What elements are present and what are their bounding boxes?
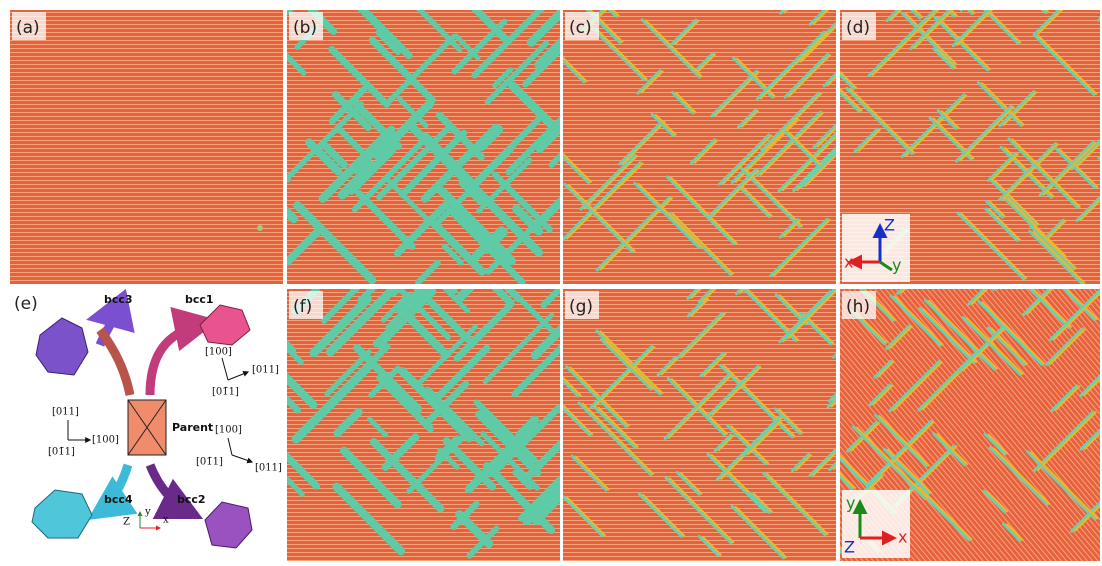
figure: (a) (b) (c) (d) (f) (g) (h) (e) bcc3 bcc1 Pare… xyxy=(0,0,1102,562)
direction: [011] xyxy=(52,407,79,418)
axis-label: y xyxy=(892,256,901,275)
bcc1-cell xyxy=(200,305,250,345)
axis-label: x xyxy=(163,515,169,526)
bcc2-cell xyxy=(205,502,252,548)
direction: [011] xyxy=(252,365,279,376)
axis-label: y xyxy=(144,507,151,518)
panel: (c) xyxy=(513,0,882,284)
axis-label: x xyxy=(844,253,853,272)
variant-label: bcc3 xyxy=(104,293,133,306)
defect-band xyxy=(964,0,986,10)
direction: [100] xyxy=(92,435,119,446)
direction: [100] xyxy=(215,425,242,436)
variant-label: bcc4 xyxy=(104,493,133,506)
panels: (a) (b) (c) (d) (f) (g) (h) xyxy=(10,0,1102,561)
panel-label: (b) xyxy=(293,18,317,38)
direction: [01̄1] xyxy=(212,387,239,398)
panel-label: (e) xyxy=(14,294,38,314)
direction: [100] xyxy=(205,347,232,358)
dir-arrows xyxy=(68,420,90,440)
panel-label: (g) xyxy=(569,297,593,317)
panel-label: (c) xyxy=(569,18,592,38)
axis-label: y xyxy=(846,494,855,513)
axis-inset: Zx y xyxy=(842,214,910,282)
twin-band xyxy=(961,0,983,10)
panel-label: (h) xyxy=(846,297,870,317)
variant-label: bcc1 xyxy=(185,293,214,306)
axis-label: Z xyxy=(844,538,855,557)
direction: [01̄1] xyxy=(48,447,75,458)
axis-label: Z xyxy=(123,517,130,528)
axis-label: Z xyxy=(884,216,895,235)
defect xyxy=(257,225,263,231)
dir-arrows xyxy=(228,438,252,462)
twin-band xyxy=(538,0,561,10)
direction: [01̄1] xyxy=(196,457,223,468)
variant-label: Parent xyxy=(172,421,213,434)
schematic: (e) bcc3 bcc1 Parent bcc4 bcc2 [100] [01… xyxy=(14,293,282,548)
arrow xyxy=(100,330,130,395)
panel-label: (a) xyxy=(16,18,40,38)
variant-label: bcc2 xyxy=(177,493,206,506)
arrow xyxy=(150,465,195,515)
dir-arrows xyxy=(222,358,248,380)
panel-label: (d) xyxy=(846,18,870,38)
twin-band xyxy=(250,308,293,351)
panel: (b) xyxy=(240,0,607,284)
direction: [011] xyxy=(255,463,282,474)
panel-label: (f) xyxy=(293,297,312,317)
panel: (a) xyxy=(10,10,283,284)
arrow xyxy=(150,322,210,395)
axis-inset: y Zx xyxy=(842,490,910,558)
bcc3-cell xyxy=(36,318,88,375)
arrow xyxy=(95,465,128,515)
axis-label: x xyxy=(898,528,907,547)
atom-field xyxy=(10,10,283,284)
bcc4-cell xyxy=(32,490,92,538)
twin-band xyxy=(288,0,328,12)
